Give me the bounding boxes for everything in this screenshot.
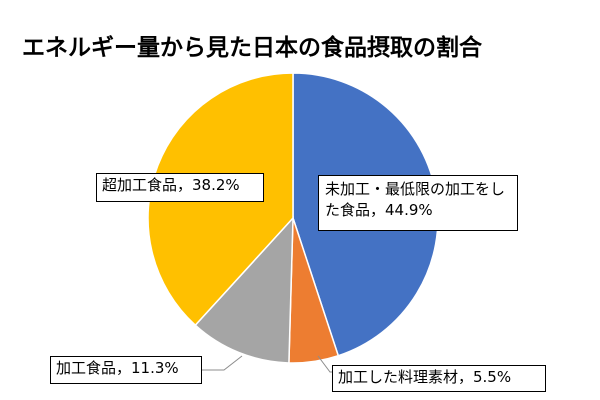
data-label-processed-ingredients: 加工した料理素材，5.5%: [332, 365, 546, 392]
data-label-processed-foods: 加工食品，11.3%: [50, 356, 202, 384]
slice-processed-foods: [194, 216, 294, 364]
data-label-unprocessed: 未加工・最低限の加工をした食品，44.9%: [318, 175, 518, 231]
leader-line-processed-foods: [202, 355, 243, 371]
data-label-ultra-processed: 超加工食品，38.2%: [96, 173, 264, 202]
chart-title: エネルギー量から見た日本の食品摂取の割合: [22, 35, 482, 61]
